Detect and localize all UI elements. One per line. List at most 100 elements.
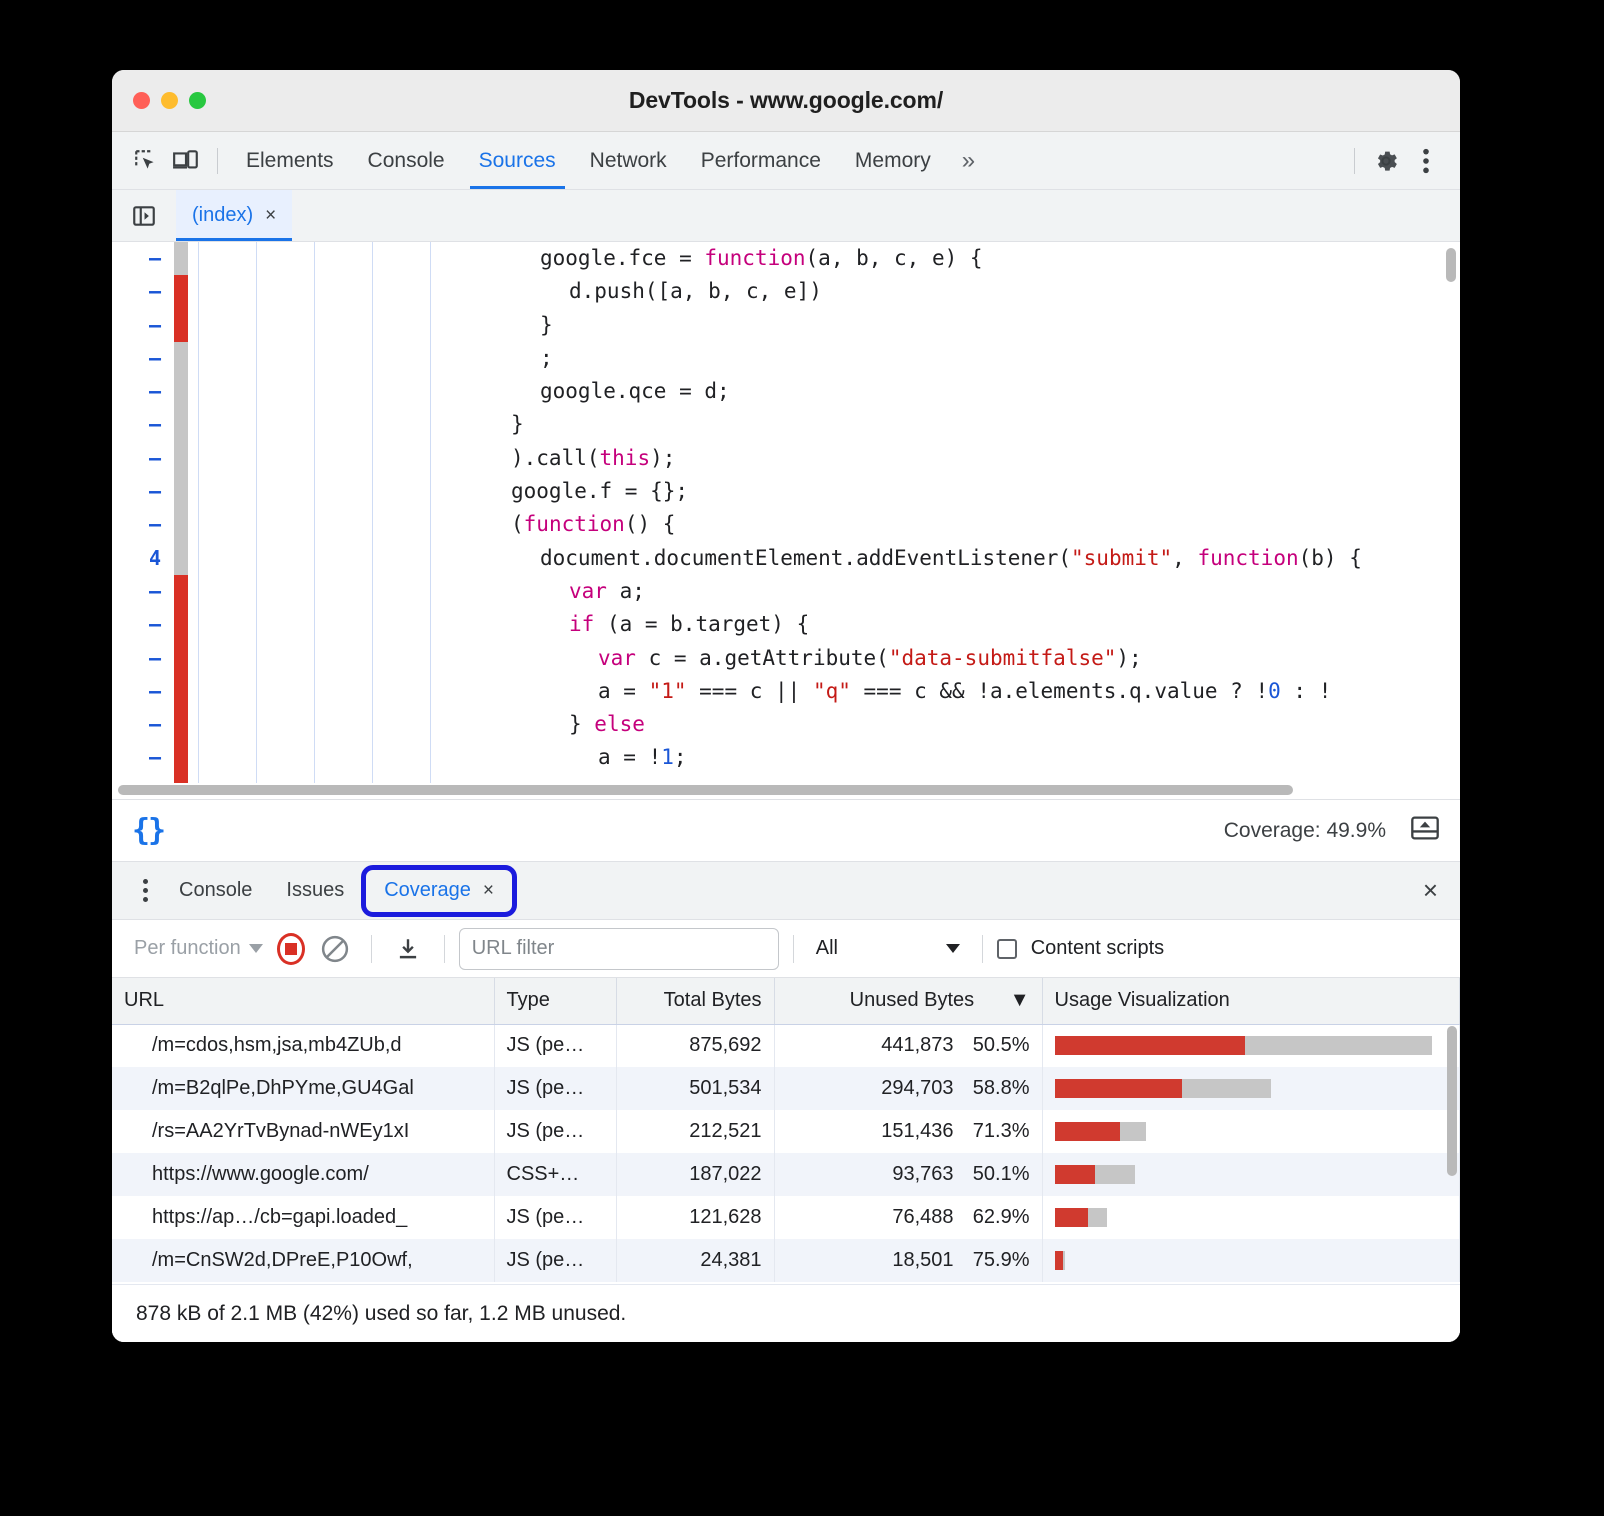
cell-url: /rs=AA2YrTvBynad-nWEy1xI — [112, 1110, 495, 1153]
drawer-tab-console[interactable]: Console — [179, 879, 253, 901]
usage-bar-used — [1119, 1122, 1147, 1141]
close-drawer-icon[interactable]: × — [1422, 875, 1438, 905]
tab-sources[interactable]: Sources — [462, 132, 573, 189]
line-number-gutter[interactable]: – – – – – – – – – 4 – – – – – – — [112, 242, 174, 783]
source-editor: – – – – – – – – – 4 – – – – – – google.fce = function(a… — [112, 242, 1460, 800]
code-line: } — [540, 312, 553, 337]
editor-vertical-scrollbar[interactable] — [1446, 248, 1456, 782]
drawer-tab-coverage-label: Coverage — [384, 879, 471, 901]
tab-elements[interactable]: Elements — [246, 148, 334, 172]
toolbar-divider — [443, 934, 445, 963]
content-scripts-label: Content scripts — [1030, 937, 1165, 959]
editor-body: – – – – – – – – – 4 – – – – – – google.fce = function(a… — [112, 242, 1460, 783]
granularity-dropdown[interactable]: Per function — [128, 937, 269, 960]
line-number: – — [148, 279, 161, 304]
close-icon[interactable]: × — [482, 880, 495, 901]
editor-status-bar: {} Coverage: 49.9% — [112, 800, 1460, 862]
usage-bar — [1054, 1208, 1448, 1227]
usage-bar — [1054, 1251, 1448, 1270]
cell-unused-bytes: 93,763 50.1% — [774, 1153, 1043, 1196]
column-header-usage-visualization[interactable]: Usage Visualization — [1042, 978, 1460, 1025]
file-tab-index[interactable]: (index) × — [176, 190, 293, 241]
tab-memory[interactable]: Memory — [854, 148, 931, 172]
cell-total-bytes: 121,628 — [616, 1196, 775, 1239]
pretty-print-icon[interactable]: {} — [132, 813, 166, 848]
line-number: 4 — [148, 545, 161, 570]
drawer-more-options-icon[interactable] — [128, 888, 162, 893]
show-drawer-icon[interactable] — [1410, 815, 1440, 846]
drawer-tab-issues[interactable]: Issues — [286, 879, 345, 901]
cell-unused-percent: 71.3% — [972, 1120, 1030, 1142]
stop-recording-icon[interactable] — [269, 929, 313, 969]
tab-network[interactable]: Network — [589, 148, 667, 172]
column-header-total-bytes[interactable]: Total Bytes — [616, 978, 775, 1025]
export-download-icon[interactable] — [386, 929, 430, 969]
tab-performance[interactable]: Performance — [700, 148, 821, 172]
line-number: – — [148, 445, 161, 470]
clear-all-icon[interactable] — [313, 929, 357, 969]
coverage-toolbar: Per function — [112, 920, 1460, 978]
coverage-status-footer: 878 kB of 2.1 MB (42%) used so far, 1.2 … — [112, 1284, 1460, 1342]
cell-type: CSS+… — [494, 1153, 617, 1196]
usage-bar-unused — [1054, 1122, 1120, 1141]
cell-unused-percent: 50.5% — [972, 1034, 1030, 1057]
toolbar-divider — [370, 934, 372, 963]
cell-usage-visualization — [1042, 1153, 1460, 1196]
coverage-table-scrollbar[interactable] — [1447, 1026, 1457, 1176]
usage-bar — [1054, 1036, 1448, 1056]
usage-bar-unused — [1054, 1251, 1063, 1270]
type-filter-dropdown[interactable]: All — [808, 937, 968, 960]
column-header-type[interactable]: Type — [494, 978, 617, 1025]
usage-bar-unused — [1054, 1036, 1246, 1056]
cell-type: JS (pe… — [494, 1239, 617, 1282]
url-filter-input[interactable] — [458, 927, 779, 970]
usage-bar-used — [1087, 1208, 1107, 1227]
inspect-icon[interactable] — [126, 142, 166, 180]
coverage-percent-label: Coverage: 49.9% — [1223, 818, 1386, 842]
table-row[interactable]: https://ap…/cb=gapi.loaded_ JS (pe… 121,62… — [112, 1196, 1460, 1239]
table-row[interactable]: /rs=AA2YrTvBynad-nWEy1xI JS (pe… 212,521 15… — [112, 1110, 1460, 1153]
cell-usage-visualization — [1042, 1110, 1460, 1153]
toolbar-divider — [792, 934, 794, 963]
cell-usage-visualization — [1042, 1196, 1460, 1239]
line-number: – — [148, 745, 161, 770]
cell-type: JS (pe… — [494, 1110, 617, 1153]
code-text-area[interactable]: google.fce = function(a, b, c, e) {d.pus… — [174, 242, 1460, 783]
column-header-url[interactable]: URL — [112, 978, 495, 1025]
table-row[interactable]: /m=B2qlPe,DhPYme,GU4Gal JS (pe… 501,534 294… — [112, 1067, 1460, 1110]
cell-usage-visualization — [1042, 1024, 1460, 1067]
gear-icon[interactable] — [1366, 142, 1406, 180]
kebab-menu-icon[interactable] — [1406, 142, 1446, 180]
more-tabs-chevron-icon[interactable]: » — [961, 146, 976, 174]
close-window-button[interactable] — [133, 92, 150, 109]
editor-horizontal-scrollbar[interactable] — [118, 785, 1438, 795]
table-row[interactable]: /m=cdos,hsm,jsa,mb4ZUb,d JS (pe… 875,692 44… — [112, 1024, 1460, 1067]
line-number: – — [148, 379, 161, 404]
column-header-unused-bytes[interactable]: Unused Bytes ▼ — [774, 978, 1043, 1025]
show-navigator-icon[interactable] — [126, 200, 162, 232]
column-header-unused-bytes-label: Unused Bytes — [849, 989, 975, 1012]
minimize-window-button[interactable] — [161, 92, 178, 109]
cell-url: /m=B2qlPe,DhPYme,GU4Gal — [112, 1067, 495, 1110]
usage-bar — [1054, 1165, 1448, 1184]
cell-type: JS (pe… — [494, 1024, 617, 1067]
tab-console[interactable]: Console — [367, 148, 445, 172]
drawer-tab-coverage[interactable]: Coverage × — [361, 864, 518, 917]
close-icon[interactable]: × — [265, 205, 277, 226]
cell-unused-bytes: 294,703 58.8% — [774, 1067, 1043, 1110]
line-number: – — [148, 246, 161, 270]
content-scripts-checkbox[interactable]: Content scripts — [996, 937, 1165, 960]
cell-unused-bytes: 151,436 71.3% — [774, 1110, 1043, 1153]
coverage-status-text: 878 kB of 2.1 MB (42%) used so far, 1.2 … — [136, 1301, 627, 1325]
maximize-window-button[interactable] — [189, 92, 206, 109]
line-number: – — [148, 512, 161, 537]
devtools-main-toolbar: Elements Console Sources Network Perform… — [112, 132, 1460, 190]
file-tab-label: (index) — [192, 204, 254, 226]
line-number: – — [148, 479, 161, 504]
device-toolbar-icon[interactable] — [166, 142, 206, 180]
coverage-table: URL Type Total Bytes Unused Bytes ▼ Usag… — [112, 978, 1460, 1282]
table-row[interactable]: https://www.google.com/CSS+… 187,022 93,76… — [112, 1153, 1460, 1196]
table-row[interactable]: /m=CnSW2d,DPreE,P10Owf, JS (pe… 24,381 18,5… — [112, 1239, 1460, 1282]
cell-usage-visualization — [1042, 1067, 1460, 1110]
table-header-row: URL Type Total Bytes Unused Bytes ▼ Usag… — [112, 978, 1460, 1025]
